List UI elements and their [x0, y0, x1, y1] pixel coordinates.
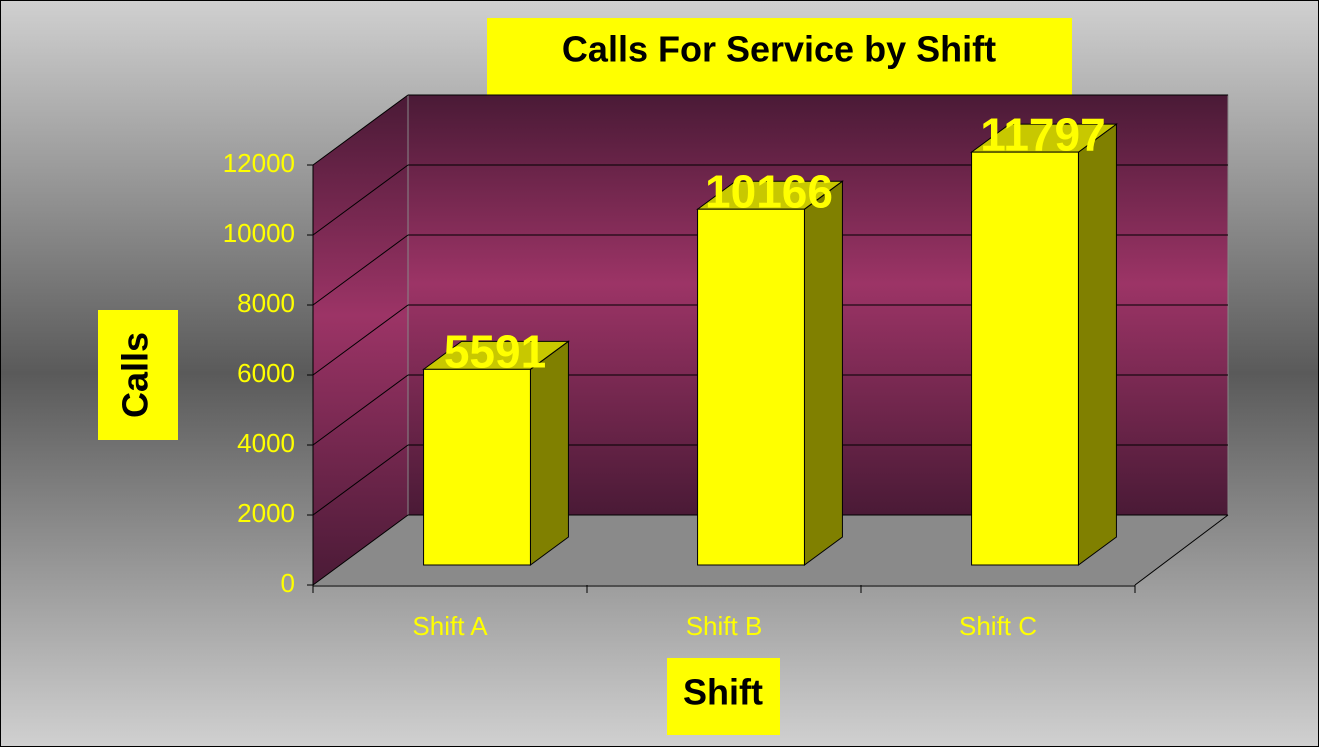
grid-line: [312, 304, 409, 376]
data-label: 10166: [705, 165, 833, 217]
y-tick-label: 4000: [237, 428, 295, 458]
y-tick-label: 2000: [237, 498, 295, 528]
y-tick-label: 8000: [237, 288, 295, 318]
grid-line: [312, 374, 409, 446]
x-tick-label: Shift C: [959, 611, 1037, 641]
y-tick-label: 6000: [237, 358, 295, 388]
y-tick-label: 0: [281, 568, 295, 598]
chart-title: Calls For Service by Shift: [562, 29, 996, 70]
title-box: [487, 18, 1072, 95]
bar: [697, 208, 805, 566]
x-label-box: [667, 658, 780, 735]
data-label: 5591: [444, 325, 546, 377]
bar-side: [1077, 123, 1117, 566]
floor-edge: [1134, 514, 1229, 586]
grid-line: [312, 94, 409, 166]
data-label: 11797: [980, 108, 1105, 160]
grid-line: [312, 514, 409, 586]
y-tick-label: 12000: [223, 148, 295, 178]
x-axis-label: Shift: [683, 672, 763, 713]
y-axis-label: Calls: [115, 332, 156, 418]
grid-line: [312, 234, 409, 306]
grid-line: [312, 444, 409, 516]
bar-side: [803, 180, 843, 566]
y-tick-label: 10000: [223, 218, 295, 248]
x-tick-label: Shift A: [412, 611, 488, 641]
bar: [971, 151, 1079, 566]
y-label-box: [98, 310, 178, 440]
grid-line: [312, 164, 409, 236]
bar: [423, 368, 531, 566]
x-tick-label: Shift B: [686, 611, 763, 641]
